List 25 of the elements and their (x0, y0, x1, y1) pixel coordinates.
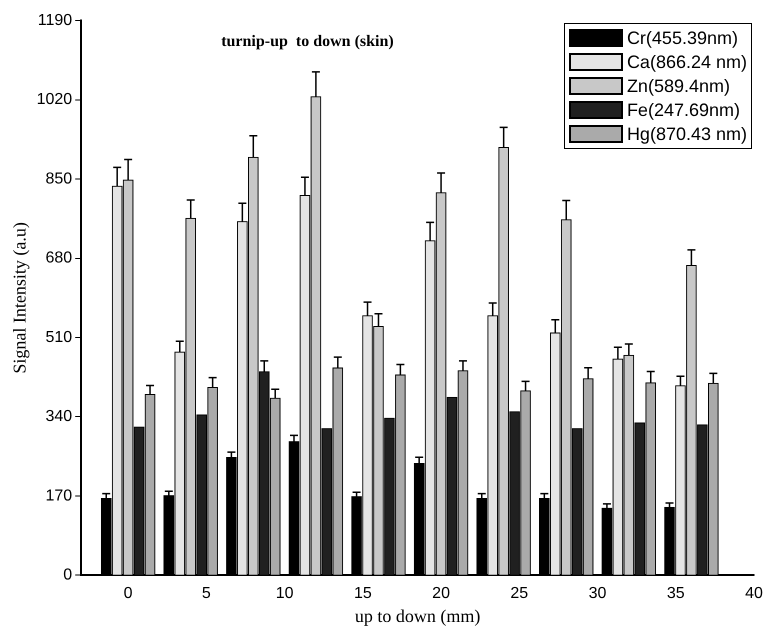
text: turnip-up to down (skin) (221, 32, 394, 51)
y-tick-label: 170 (45, 487, 72, 504)
y-tick-label: 680 (45, 250, 72, 267)
x-tick-label: 30 (588, 585, 607, 602)
x-tick-label: 0 (124, 585, 133, 602)
y-tick-label: 1190 (38, 12, 72, 30)
legend-label: Ca(866.24 nm) (626, 50, 747, 74)
y-tick-label: 850 (45, 170, 72, 188)
y-tick-label: 1020 (36, 91, 72, 108)
x-tick-label: 5 (202, 585, 211, 602)
x-axis-title: up to down (mm) (354, 606, 480, 626)
x-tick-label: 40 (745, 585, 763, 602)
legend-label: Zn(589.4nm) (626, 74, 730, 98)
y-axis-title: Signal Intensity (a.u) (10, 222, 30, 374)
x-tick-label: 35 (666, 585, 685, 602)
x-tick-label: 15 (354, 585, 372, 602)
x-tick-label: 20 (432, 585, 450, 602)
legend-label: Hg(870.43 nm) (626, 122, 747, 146)
y-tick-label: 510 (45, 328, 72, 346)
legend-label: Cr(455.39nm) (626, 26, 738, 50)
y-tick-label: 0 (63, 566, 72, 584)
legend-label: Fe(247.69nm) (626, 98, 740, 122)
x-tick-label: 25 (510, 585, 528, 602)
x-tick-label: 10 (276, 585, 294, 602)
y-tick-label: 340 (45, 408, 72, 426)
